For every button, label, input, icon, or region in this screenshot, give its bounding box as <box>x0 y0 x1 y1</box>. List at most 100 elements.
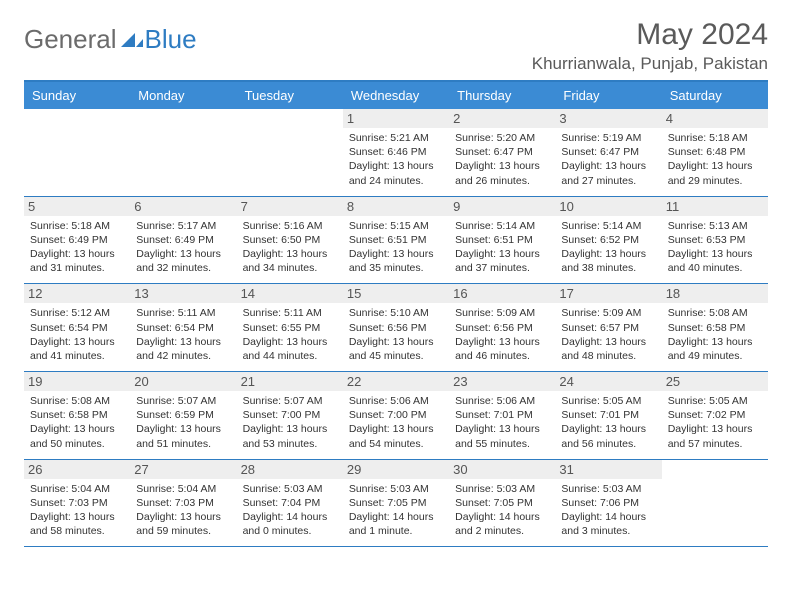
day-cell-19: 19 Sunrise: 5:08 AMSunset: 6:58 PMDayligh… <box>24 372 130 459</box>
day-info: Sunrise: 5:04 AMSunset: 7:03 PMDaylight:… <box>136 482 230 539</box>
title-block: May 2024 Khurrianwala, Punjab, Pakistan <box>532 18 768 74</box>
day-number: 26 <box>24 460 130 479</box>
day-info: Sunrise: 5:07 AMSunset: 7:00 PMDaylight:… <box>243 394 337 451</box>
week-row: 12Sunrise: 5:12 AMSunset: 6:54 PMDayligh… <box>24 284 768 372</box>
day-number: 22 <box>343 372 449 391</box>
day-number: 28 <box>237 460 343 479</box>
day-info: Sunrise: 5:05 AMSunset: 7:02 PMDaylight:… <box>668 394 762 451</box>
day-info: Sunrise: 5:09 AMSunset: 6:56 PMDaylight:… <box>455 306 549 363</box>
day-cell-12: 12Sunrise: 5:12 AMSunset: 6:54 PMDayligh… <box>24 284 130 371</box>
day-info: Sunrise: 5:18 AMSunset: 6:49 PMDaylight:… <box>30 219 124 276</box>
day-number: 9 <box>449 197 555 216</box>
day-cell-11: 11Sunrise: 5:13 AMSunset: 6:53 PMDayligh… <box>662 197 768 284</box>
day-info: Sunrise: 5:10 AMSunset: 6:56 PMDaylight:… <box>349 306 443 363</box>
day-info: Sunrise: 5:08 AMSunset: 6:58 PMDaylight:… <box>30 394 124 451</box>
day-number: 5 <box>24 197 130 216</box>
empty-cell <box>24 109 130 196</box>
day-cell-25: 25 Sunrise: 5:05 AMSunset: 7:02 PMDayligh… <box>662 372 768 459</box>
day-cell-31: 31 Sunrise: 5:03 AMSunset: 7:06 PMDayligh… <box>555 460 661 547</box>
day-number: 14 <box>237 284 343 303</box>
day-cell-15: 15 Sunrise: 5:10 AMSunset: 6:56 PMDayligh… <box>343 284 449 371</box>
day-cell-24: 24Sunrise: 5:05 AMSunset: 7:01 PMDayligh… <box>555 372 661 459</box>
day-cell-27: 27 Sunrise: 5:04 AMSunset: 7:03 PMDayligh… <box>130 460 236 547</box>
day-cell-21: 21 Sunrise: 5:07 AMSunset: 7:00 PMDayligh… <box>237 372 343 459</box>
day-number: 3 <box>555 109 661 128</box>
day-cell-9: 9 Sunrise: 5:14 AMSunset: 6:51 PMDaylight… <box>449 197 555 284</box>
weekday-monday: Monday <box>130 82 236 109</box>
day-info: Sunrise: 5:07 AMSunset: 6:59 PMDaylight:… <box>136 394 230 451</box>
weekday-tuesday: Tuesday <box>237 82 343 109</box>
day-number: 29 <box>343 460 449 479</box>
logo-sail-icon <box>121 31 143 49</box>
day-info: Sunrise: 5:11 AMSunset: 6:54 PMDaylight:… <box>136 306 230 363</box>
day-cell-8: 8Sunrise: 5:15 AMSunset: 6:51 PMDaylight… <box>343 197 449 284</box>
day-number: 27 <box>130 460 236 479</box>
day-number: 10 <box>555 197 661 216</box>
day-cell-26: 26Sunrise: 5:04 AMSunset: 7:03 PMDayligh… <box>24 460 130 547</box>
empty-cell <box>662 460 768 547</box>
day-cell-16: 16 Sunrise: 5:09 AMSunset: 6:56 PMDayligh… <box>449 284 555 371</box>
day-cell-17: 17 Sunrise: 5:09 AMSunset: 6:57 PMDayligh… <box>555 284 661 371</box>
day-cell-2: 2 Sunrise: 5:20 AMSunset: 6:47 PMDaylight… <box>449 109 555 196</box>
day-number: 8 <box>343 197 449 216</box>
day-number: 25 <box>662 372 768 391</box>
day-number: 18 <box>662 284 768 303</box>
day-info: Sunrise: 5:05 AMSunset: 7:01 PMDaylight:… <box>561 394 655 451</box>
day-info: Sunrise: 5:08 AMSunset: 6:58 PMDaylight:… <box>668 306 762 363</box>
logo-text-general: General <box>24 24 117 55</box>
day-number: 16 <box>449 284 555 303</box>
day-cell-13: 13 Sunrise: 5:11 AMSunset: 6:54 PMDayligh… <box>130 284 236 371</box>
day-info: Sunrise: 5:09 AMSunset: 6:57 PMDaylight:… <box>561 306 655 363</box>
month-title: May 2024 <box>532 18 768 52</box>
day-number: 4 <box>662 109 768 128</box>
day-number: 6 <box>130 197 236 216</box>
day-number: 23 <box>449 372 555 391</box>
day-number: 31 <box>555 460 661 479</box>
day-cell-28: 28 Sunrise: 5:03 AMSunset: 7:04 PMDayligh… <box>237 460 343 547</box>
weekday-row: SundayMondayTuesdayWednesdayThursdayFrid… <box>24 82 768 109</box>
day-info: Sunrise: 5:06 AMSunset: 7:00 PMDaylight:… <box>349 394 443 451</box>
day-info: Sunrise: 5:13 AMSunset: 6:53 PMDaylight:… <box>668 219 762 276</box>
weekday-friday: Friday <box>555 82 661 109</box>
weekday-sunday: Sunday <box>24 82 130 109</box>
day-cell-30: 30 Sunrise: 5:03 AMSunset: 7:05 PMDayligh… <box>449 460 555 547</box>
day-number: 13 <box>130 284 236 303</box>
day-number: 2 <box>449 109 555 128</box>
week-row: 1Sunrise: 5:21 AMSunset: 6:46 PMDaylight… <box>24 109 768 197</box>
location: Khurrianwala, Punjab, Pakistan <box>532 54 768 74</box>
day-number: 19 <box>24 372 130 391</box>
logo-text-blue: Blue <box>145 24 197 55</box>
weekday-saturday: Saturday <box>662 82 768 109</box>
day-info: Sunrise: 5:18 AMSunset: 6:48 PMDaylight:… <box>668 131 762 188</box>
day-info: Sunrise: 5:12 AMSunset: 6:54 PMDaylight:… <box>30 306 124 363</box>
weeks-container: 1Sunrise: 5:21 AMSunset: 6:46 PMDaylight… <box>24 109 768 547</box>
empty-cell <box>130 109 236 196</box>
day-cell-18: 18 Sunrise: 5:08 AMSunset: 6:58 PMDayligh… <box>662 284 768 371</box>
week-row: 5 Sunrise: 5:18 AMSunset: 6:49 PMDaylight… <box>24 197 768 285</box>
day-cell-29: 29Sunrise: 5:03 AMSunset: 7:05 PMDayligh… <box>343 460 449 547</box>
day-number: 20 <box>130 372 236 391</box>
day-info: Sunrise: 5:21 AMSunset: 6:46 PMDaylight:… <box>349 131 443 188</box>
day-cell-7: 7Sunrise: 5:16 AMSunset: 6:50 PMDaylight… <box>237 197 343 284</box>
day-info: Sunrise: 5:14 AMSunset: 6:52 PMDaylight:… <box>561 219 655 276</box>
week-row: 26 Sunrise: 5:04 AMSunset: 7:03 PMDayligh… <box>24 460 768 548</box>
day-info: Sunrise: 5:11 AMSunset: 6:55 PMDaylight:… <box>243 306 337 363</box>
day-number: 21 <box>237 372 343 391</box>
day-info: Sunrise: 5:03 AMSunset: 7:05 PMDaylight:… <box>455 482 549 539</box>
header: General Blue May 2024 Khurrianwala, Punj… <box>24 18 768 74</box>
day-number: 17 <box>555 284 661 303</box>
day-cell-4: 4 Sunrise: 5:18 AMSunset: 6:48 PMDaylight… <box>662 109 768 196</box>
day-info: Sunrise: 5:03 AMSunset: 7:06 PMDaylight:… <box>561 482 655 539</box>
day-cell-20: 20 Sunrise: 5:07 AMSunset: 6:59 PMDayligh… <box>130 372 236 459</box>
day-info: Sunrise: 5:16 AMSunset: 6:50 PMDaylight:… <box>243 219 337 276</box>
day-number: 15 <box>343 284 449 303</box>
empty-cell <box>237 109 343 196</box>
weekday-wednesday: Wednesday <box>343 82 449 109</box>
day-cell-22: 22 Sunrise: 5:06 AMSunset: 7:00 PMDayligh… <box>343 372 449 459</box>
day-number: 30 <box>449 460 555 479</box>
day-info: Sunrise: 5:20 AMSunset: 6:47 PMDaylight:… <box>455 131 549 188</box>
day-info: Sunrise: 5:14 AMSunset: 6:51 PMDaylight:… <box>455 219 549 276</box>
day-info: Sunrise: 5:03 AMSunset: 7:04 PMDaylight:… <box>243 482 337 539</box>
calendar: SundayMondayTuesdayWednesdayThursdayFrid… <box>24 80 768 547</box>
day-cell-23: 23Sunrise: 5:06 AMSunset: 7:01 PMDayligh… <box>449 372 555 459</box>
